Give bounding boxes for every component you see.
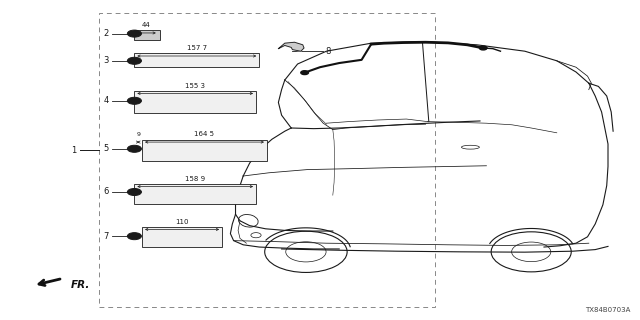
Text: FR.: FR. (70, 280, 90, 291)
Circle shape (301, 71, 308, 75)
Bar (142, 140, 267, 161)
Bar (134, 53, 259, 67)
Text: 1: 1 (72, 146, 77, 155)
Text: 157 7: 157 7 (187, 45, 207, 51)
Circle shape (127, 30, 141, 37)
Circle shape (127, 57, 141, 64)
Text: 7: 7 (104, 232, 109, 241)
Text: 44: 44 (142, 22, 151, 28)
Text: 155 3: 155 3 (185, 83, 205, 89)
Text: 3: 3 (104, 56, 109, 65)
Circle shape (479, 46, 487, 50)
Circle shape (127, 97, 141, 104)
Bar (134, 30, 160, 40)
Text: 4: 4 (104, 96, 109, 105)
Text: 8: 8 (325, 47, 330, 56)
Text: 164 5: 164 5 (195, 131, 214, 137)
Text: 5: 5 (104, 144, 109, 153)
Circle shape (127, 188, 141, 196)
Circle shape (127, 233, 141, 240)
Polygon shape (278, 42, 304, 51)
Text: TX84B0703A: TX84B0703A (585, 307, 630, 313)
Text: 6: 6 (104, 188, 109, 196)
Bar (99, 13, 435, 307)
Text: 158 9: 158 9 (185, 176, 205, 182)
Bar (142, 227, 222, 247)
Bar (134, 91, 256, 113)
Bar (134, 184, 256, 204)
Circle shape (127, 145, 141, 152)
Text: 110: 110 (175, 219, 189, 225)
Text: 2: 2 (104, 29, 109, 38)
Text: 9: 9 (136, 132, 140, 137)
